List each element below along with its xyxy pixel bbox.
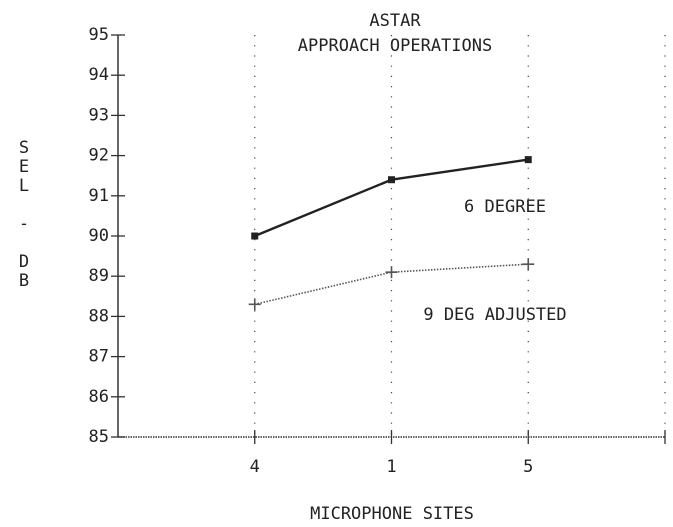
y-tick-label: 85 (89, 427, 109, 447)
y-tick-label: 93 (89, 105, 109, 125)
x-tick-label: 4 (250, 457, 260, 477)
point (251, 232, 259, 240)
point (248, 298, 261, 311)
chart-subtitle: APPROACH OPERATIONS (298, 36, 492, 56)
series-line (254, 263, 529, 306)
chart-title: ASTAR (369, 11, 421, 31)
y-tick-label: 87 (89, 347, 109, 367)
y-tick-label: 94 (89, 65, 109, 85)
y-tick-label: 95 (89, 25, 109, 45)
series-label: 9 DEG ADJUSTED (423, 305, 566, 325)
y-tick-label: 91 (89, 186, 109, 206)
point (522, 258, 535, 271)
point (524, 156, 532, 164)
y-tick-label: 92 (89, 146, 109, 166)
x-tick-label: 1 (386, 457, 396, 477)
point (385, 266, 398, 279)
series-label: 6 DEGREE (464, 197, 546, 217)
y-tick-label: 88 (89, 306, 109, 326)
x-tick-label: 5 (523, 457, 533, 477)
y-tick-label: 86 (89, 387, 109, 407)
y-tick-label: 89 (89, 266, 109, 286)
y-tick-label: 90 (89, 226, 109, 246)
point (388, 176, 395, 184)
x-axis-label: MICROPHONE SITES (310, 504, 474, 524)
